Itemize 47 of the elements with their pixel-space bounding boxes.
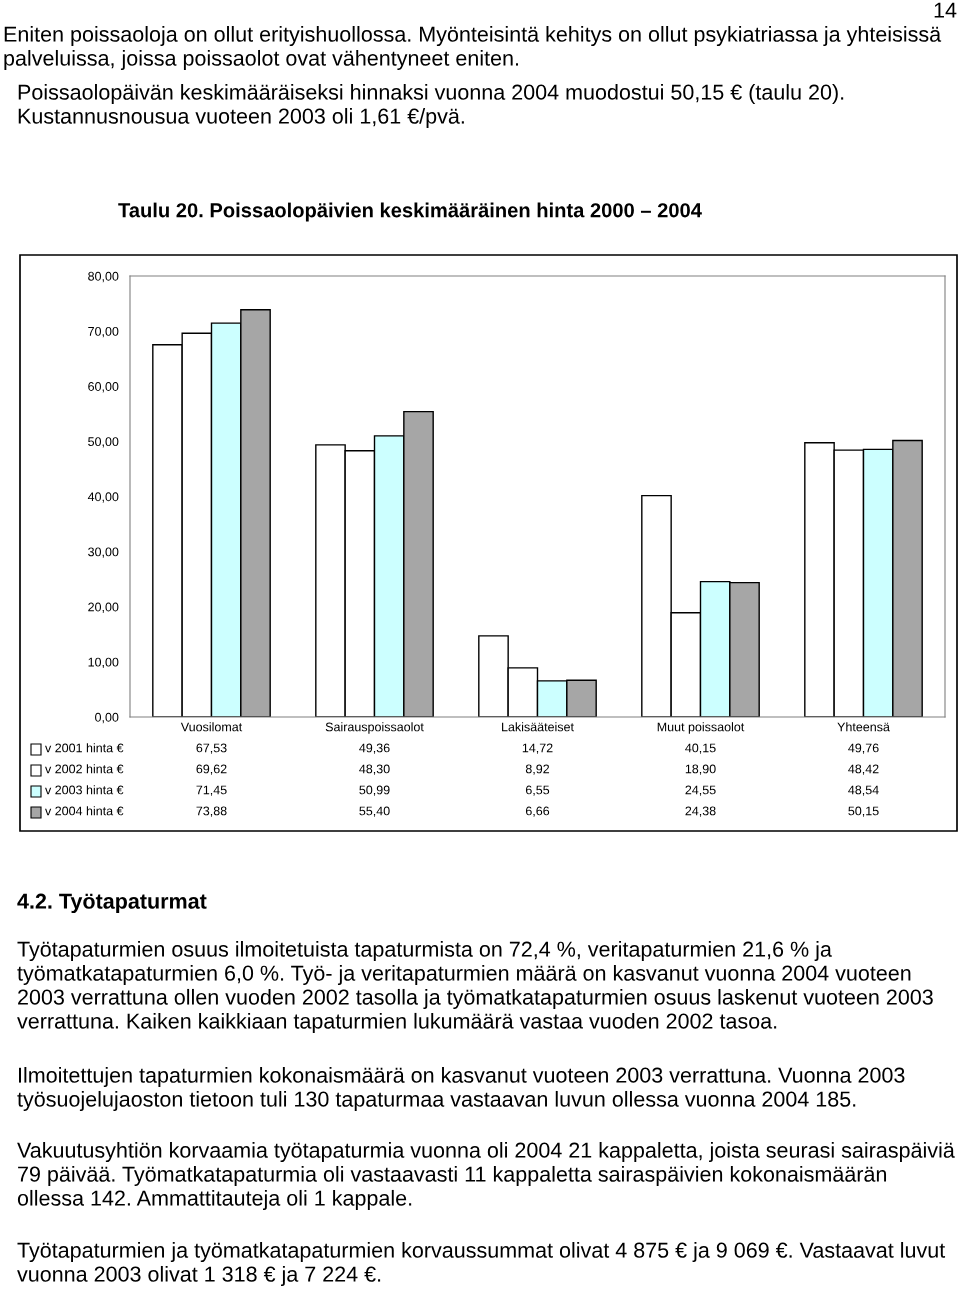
legend-label: v 2001 hinta € — [45, 743, 124, 753]
data-label: 49,36 — [359, 743, 390, 754]
legend-label: v 2002 hinta € — [45, 764, 124, 774]
legend-label: v 2003 hinta € — [45, 785, 124, 795]
text: Työtapaturmien osuus ilmoitetuista tapaturmista on 72,4 %, veritapaturmien 21,6 % ja työmatkatapaturmien 6,0 %. Työ- ja veritapaturmien määrä on kasvanut vuonna 2004 vuoteen 2003 verrattuna ollen vuoden 2002 tasolla ja työmatkatapaturmien osuus laskenut vuoteen 2003 verrattuna. Kaiken kaikkiaan tapaturmien lukumäärä vastaa vuoden 2002 tasoa. — [17, 941, 933, 1033]
data-label: 18,90 — [685, 764, 716, 775]
x-tick-label: Muut poissaolot — [657, 722, 745, 734]
y-tick-label: 10,00 — [88, 657, 119, 668]
y-tick-label: 50,00 — [88, 437, 119, 448]
text: Eniten poissaoloja on ollut erityishuollossa. Myönteisintä kehitys on ollut psykiatriassa ja yhteisissä palveluissa, joissa poissaolot ovat vähentyneet eniten. — [4, 26, 942, 71]
text: 4.2. Työtapaturmat — [17, 893, 207, 914]
y-tick-label: 80,00 — [88, 271, 119, 283]
y-tick-label: 40,00 — [87, 492, 119, 503]
data-label: 71,45 — [196, 785, 227, 796]
data-label: 8,92 — [525, 764, 550, 775]
data-label: 49,76 — [848, 743, 879, 754]
data-label: 48,54 — [848, 785, 879, 796]
text: Ilmoitettujen tapaturmien kokonaismäärä on kasvanut vuoteen 2003 verrattuna. Vuonna 2003 työsuojelujaoston tietoon tuli 130 tapaturmaa vastaavan luvun ollessa vuonna 2004 185. — [17, 1067, 905, 1112]
y-tick-label: 0,00 — [95, 712, 119, 724]
text: Työtapaturmien ja työmatkatapaturmien korvaussummat olivat 4 875 € ja 9 069 €. Vastaavat luvut vuonna 2003 olivat 1 318 € ja 7 224 €. — [17, 1242, 946, 1287]
data-label: 55,40 — [359, 806, 390, 817]
x-tick-label: Yhteensä — [837, 722, 890, 732]
data-label: 50,99 — [359, 785, 390, 796]
x-tick-label: Vuosilomat — [180, 722, 243, 732]
data-label: 48,30 — [359, 764, 390, 775]
data-label: 40,15 — [685, 743, 716, 754]
data-label: 6,66 — [525, 806, 550, 817]
data-label: 73,88 — [196, 806, 227, 817]
data-label: 48,42 — [848, 764, 879, 775]
chart-title: Taulu 20. Poissaolopäivien keskimääräinen hinta 2000 – 2004 — [118, 202, 702, 222]
data-label: 67,53 — [196, 743, 227, 754]
data-label: 14,72 — [522, 743, 553, 754]
legend-label: v 2004 hinta € — [45, 806, 124, 816]
data-label: 50,15 — [848, 806, 879, 817]
x-tick-label: Sairauspoissaolot — [325, 722, 424, 734]
text: Vakuutusyhtiön korvaamia työtapaturmia vuonna oli 2004 21 kappaletta, joista seurasi sairaspäiviä 79 päivää. Työmatkatapaturmia oli vastaavasti 11 kappaletta sairaspäivien kokonaismäärän ollessa 142. Ammattitauteja oli 1 kappale. — [17, 1142, 955, 1210]
data-label: 24,55 — [685, 785, 716, 796]
text: 14 — [934, 2, 957, 18]
data-label: 6,55 — [525, 785, 550, 796]
y-tick-label: 30,00 — [88, 547, 119, 558]
y-tick-label: 70,00 — [88, 326, 119, 338]
x-tick-label: Lakisääteiset — [502, 722, 574, 732]
y-tick-label: 60,00 — [88, 382, 119, 393]
text: Poissaolopäivän keskimääräiseksi hinnaksi vuonna 2004 muodostui 50,15 € (taulu 20). Kustannusnousua vuoteen 2003 oli 1,61 €/pvä. — [18, 84, 844, 129]
data-label: 69,62 — [196, 764, 227, 775]
y-tick-label: 20,00 — [88, 602, 119, 613]
data-label: 24,38 — [685, 806, 716, 817]
